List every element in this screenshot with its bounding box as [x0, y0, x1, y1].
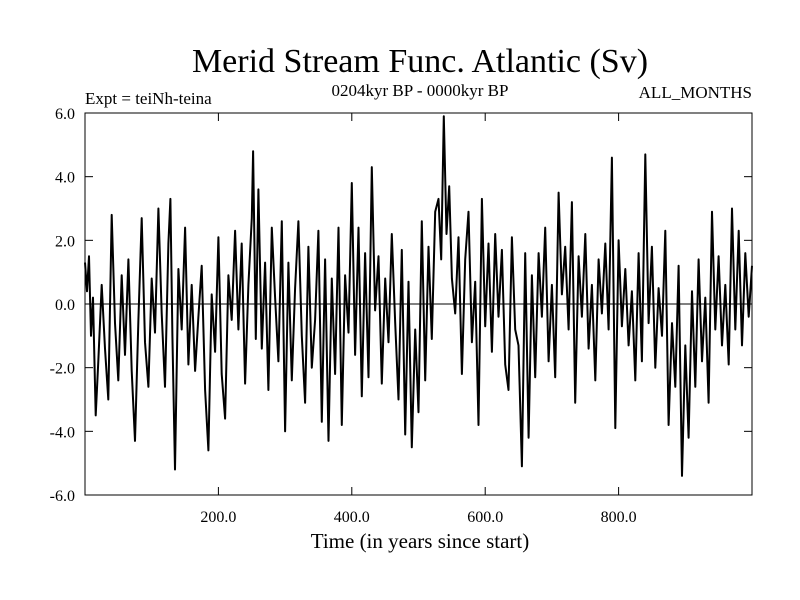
y-tick-label: -2.0 — [50, 361, 75, 378]
y-tick-label: 2.0 — [55, 233, 75, 250]
series-line — [84, 115, 753, 477]
x-tick-label: 600.0 — [467, 509, 503, 526]
y-tick-label: 6.0 — [55, 106, 75, 123]
x-tick-label: 800.0 — [601, 509, 637, 526]
y-tick-label: -4.0 — [50, 424, 75, 441]
x-tick-label: 400.0 — [334, 509, 370, 526]
y-tick-label: 0.0 — [55, 297, 75, 314]
x-axis-ticks: 200.0 400.0 600.0 800.0 — [200, 113, 637, 526]
chart-title: Merid Stream Func. Atlantic (Sv) — [192, 43, 648, 80]
y-tick-label: -6.0 — [50, 488, 75, 505]
months-label: ALL_MONTHS — [639, 83, 752, 102]
y-axis-ticks: 6.0 4.0 2.0 0.0 -2.0 -4.0 -6.0 — [50, 106, 752, 505]
y-tick-label: 4.0 — [55, 170, 75, 187]
time-range-label: 0204kyr BP - 0000kyr BP — [332, 81, 509, 100]
x-axis-label: Time (in years since start) — [311, 529, 530, 553]
x-tick-label: 200.0 — [200, 509, 236, 526]
experiment-label: Expt = teiNh-teina — [85, 89, 212, 108]
